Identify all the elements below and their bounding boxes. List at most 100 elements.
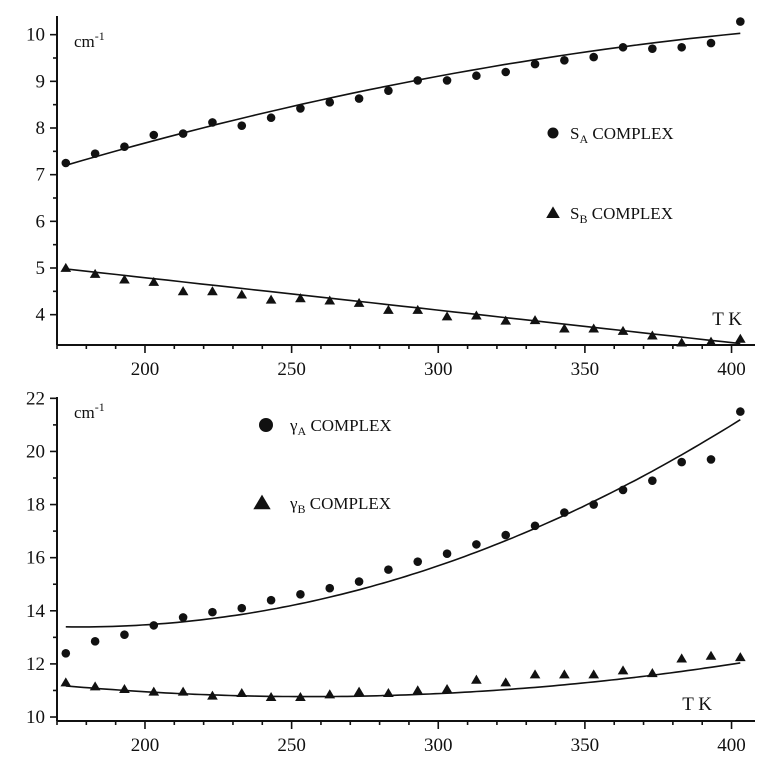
data-point — [236, 289, 248, 299]
data-point — [296, 104, 305, 113]
data-point — [560, 508, 569, 517]
data-point — [324, 689, 336, 699]
data-point — [295, 691, 306, 701]
data-point — [148, 686, 160, 696]
data-point — [265, 691, 277, 701]
data-point — [236, 687, 248, 697]
data-point — [120, 142, 129, 151]
data-point — [61, 158, 71, 168]
y-tick-label: 8 — [36, 118, 46, 139]
fit-line-a — [65, 419, 741, 628]
x-tick-label: 250 — [277, 359, 306, 380]
data-point — [383, 687, 394, 697]
legend-suffix: COMPLEX — [587, 204, 672, 223]
data-point — [325, 98, 335, 107]
data-point — [705, 336, 717, 346]
legend-subscript: B — [579, 212, 587, 226]
data-point — [177, 286, 189, 296]
data-point — [647, 330, 658, 340]
unit-label: cm-1 — [74, 400, 105, 422]
legend-marker — [546, 206, 560, 218]
y-tick-label: 5 — [36, 258, 46, 279]
corner-label: T K — [682, 694, 712, 715]
data-point — [354, 94, 364, 103]
data-point — [617, 325, 629, 335]
data-point — [618, 485, 628, 495]
data-point — [648, 476, 657, 485]
data-point — [178, 613, 188, 622]
data-point — [266, 113, 276, 123]
data-point — [120, 630, 129, 639]
legend-symbol: γ — [289, 416, 298, 435]
data-point — [178, 129, 188, 138]
x-tick-label: 200 — [131, 359, 160, 380]
data-point — [413, 76, 423, 85]
corner-label: T K — [712, 309, 742, 330]
y-tick-label: 22 — [26, 388, 45, 409]
data-point — [530, 59, 540, 69]
x-tick-label: 400 — [717, 735, 746, 756]
legend-label: SB COMPLEX — [570, 204, 673, 226]
data-point — [618, 42, 628, 52]
y-tick-label: 4 — [36, 305, 46, 326]
data-point — [706, 38, 716, 48]
data-point — [529, 669, 541, 679]
data-point — [119, 274, 130, 284]
fit-line-b — [65, 268, 741, 345]
data-point — [560, 56, 569, 65]
data-point — [207, 286, 218, 296]
legend-suffix: COMPLEX — [306, 494, 391, 513]
data-point — [324, 295, 336, 305]
data-point — [676, 653, 688, 663]
data-point — [265, 294, 277, 304]
data-point — [60, 262, 72, 272]
legend-symbol: S — [570, 124, 579, 143]
legend-symbol: γ — [289, 494, 298, 513]
data-point — [735, 652, 746, 662]
fit-line-b — [65, 662, 741, 698]
data-point — [177, 686, 189, 696]
data-point — [471, 310, 482, 320]
data-point — [149, 130, 159, 140]
data-point — [354, 577, 364, 586]
data-point — [295, 293, 306, 303]
y-tick-label: 20 — [26, 441, 45, 462]
data-point — [413, 557, 423, 566]
legend-suffix: COMPLEX — [306, 416, 391, 435]
data-point — [383, 304, 394, 314]
data-point — [559, 323, 570, 333]
x-tick-label: 300 — [424, 359, 453, 380]
legend-suffix: COMPLEX — [588, 124, 673, 143]
data-point — [676, 337, 688, 347]
data-point — [529, 315, 541, 325]
data-point — [325, 583, 335, 593]
y-tick-label: 7 — [36, 165, 46, 186]
data-point — [296, 590, 305, 599]
y-tick-label: 10 — [26, 707, 45, 728]
x-tick-label: 300 — [424, 735, 453, 756]
x-tick-label: 200 — [131, 735, 160, 756]
data-point — [472, 71, 481, 81]
data-point — [441, 683, 453, 694]
legend-marker — [253, 494, 271, 510]
data-point — [559, 669, 570, 679]
data-point — [617, 665, 629, 675]
data-point — [353, 686, 365, 696]
x-tick-label: 350 — [571, 735, 600, 756]
data-point — [412, 685, 424, 695]
legend-symbol: S — [570, 204, 579, 223]
data-point — [588, 669, 600, 679]
data-point — [442, 549, 452, 558]
unit-superscript: -1 — [95, 29, 105, 43]
y-tick-label: 14 — [26, 601, 46, 622]
data-point — [266, 595, 276, 605]
data-point — [589, 52, 598, 62]
data-point — [90, 637, 100, 646]
data-point — [208, 118, 217, 127]
data-point — [736, 17, 745, 26]
data-point — [237, 603, 247, 613]
data-point — [500, 677, 512, 687]
data-point — [501, 67, 511, 77]
